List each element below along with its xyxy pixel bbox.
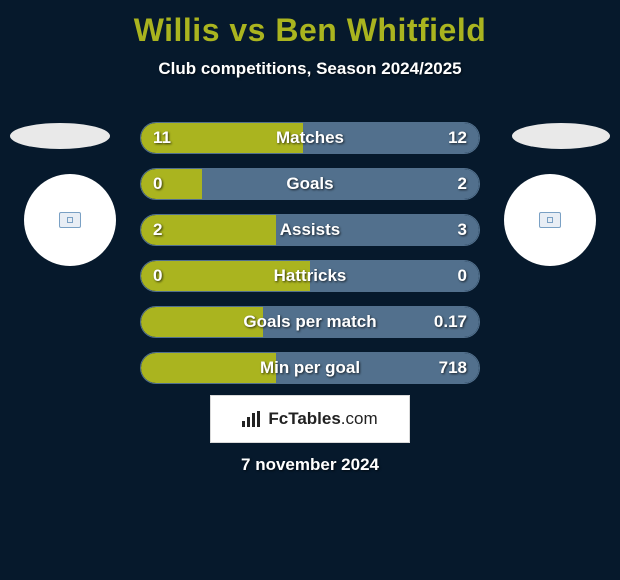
footer-date: 7 november 2024 (0, 455, 620, 475)
stats-bar-group: 1112Matches 02Goals 23Assists 00Hattricks 0.… (140, 122, 480, 398)
stat-bar-row: 00Hattricks (140, 260, 480, 292)
player2-shadow-ellipse (512, 123, 610, 149)
stat-label: Hattricks (141, 266, 479, 286)
stat-label: Min per goal (141, 358, 479, 378)
stat-label: Goals per match (141, 312, 479, 332)
brand-text: FcTables.com (268, 409, 377, 429)
player1-badge-icon (59, 212, 81, 228)
player2-badge-icon (539, 212, 561, 228)
stat-label: Matches (141, 128, 479, 148)
brand-light: .com (341, 409, 378, 428)
stat-bar-row: 23Assists (140, 214, 480, 246)
stat-bar-row: 02Goals (140, 168, 480, 200)
stat-label: Assists (141, 220, 479, 240)
comparison-infographic: Willis vs Ben Whitfield Club competition… (0, 0, 620, 580)
player2-avatar-circle (504, 174, 596, 266)
stat-label: Goals (141, 174, 479, 194)
page-title: Willis vs Ben Whitfield (0, 0, 620, 49)
stat-bar-row: 718Min per goal (140, 352, 480, 384)
player1-avatar-circle (24, 174, 116, 266)
stat-bar-row: 1112Matches (140, 122, 480, 154)
brand-box: FcTables.com (210, 395, 410, 443)
subtitle: Club competitions, Season 2024/2025 (0, 59, 620, 79)
bar-chart-icon (242, 411, 262, 427)
brand-bold: FcTables (268, 409, 340, 428)
stat-bar-row: 0.17Goals per match (140, 306, 480, 338)
player1-shadow-ellipse (10, 123, 110, 149)
